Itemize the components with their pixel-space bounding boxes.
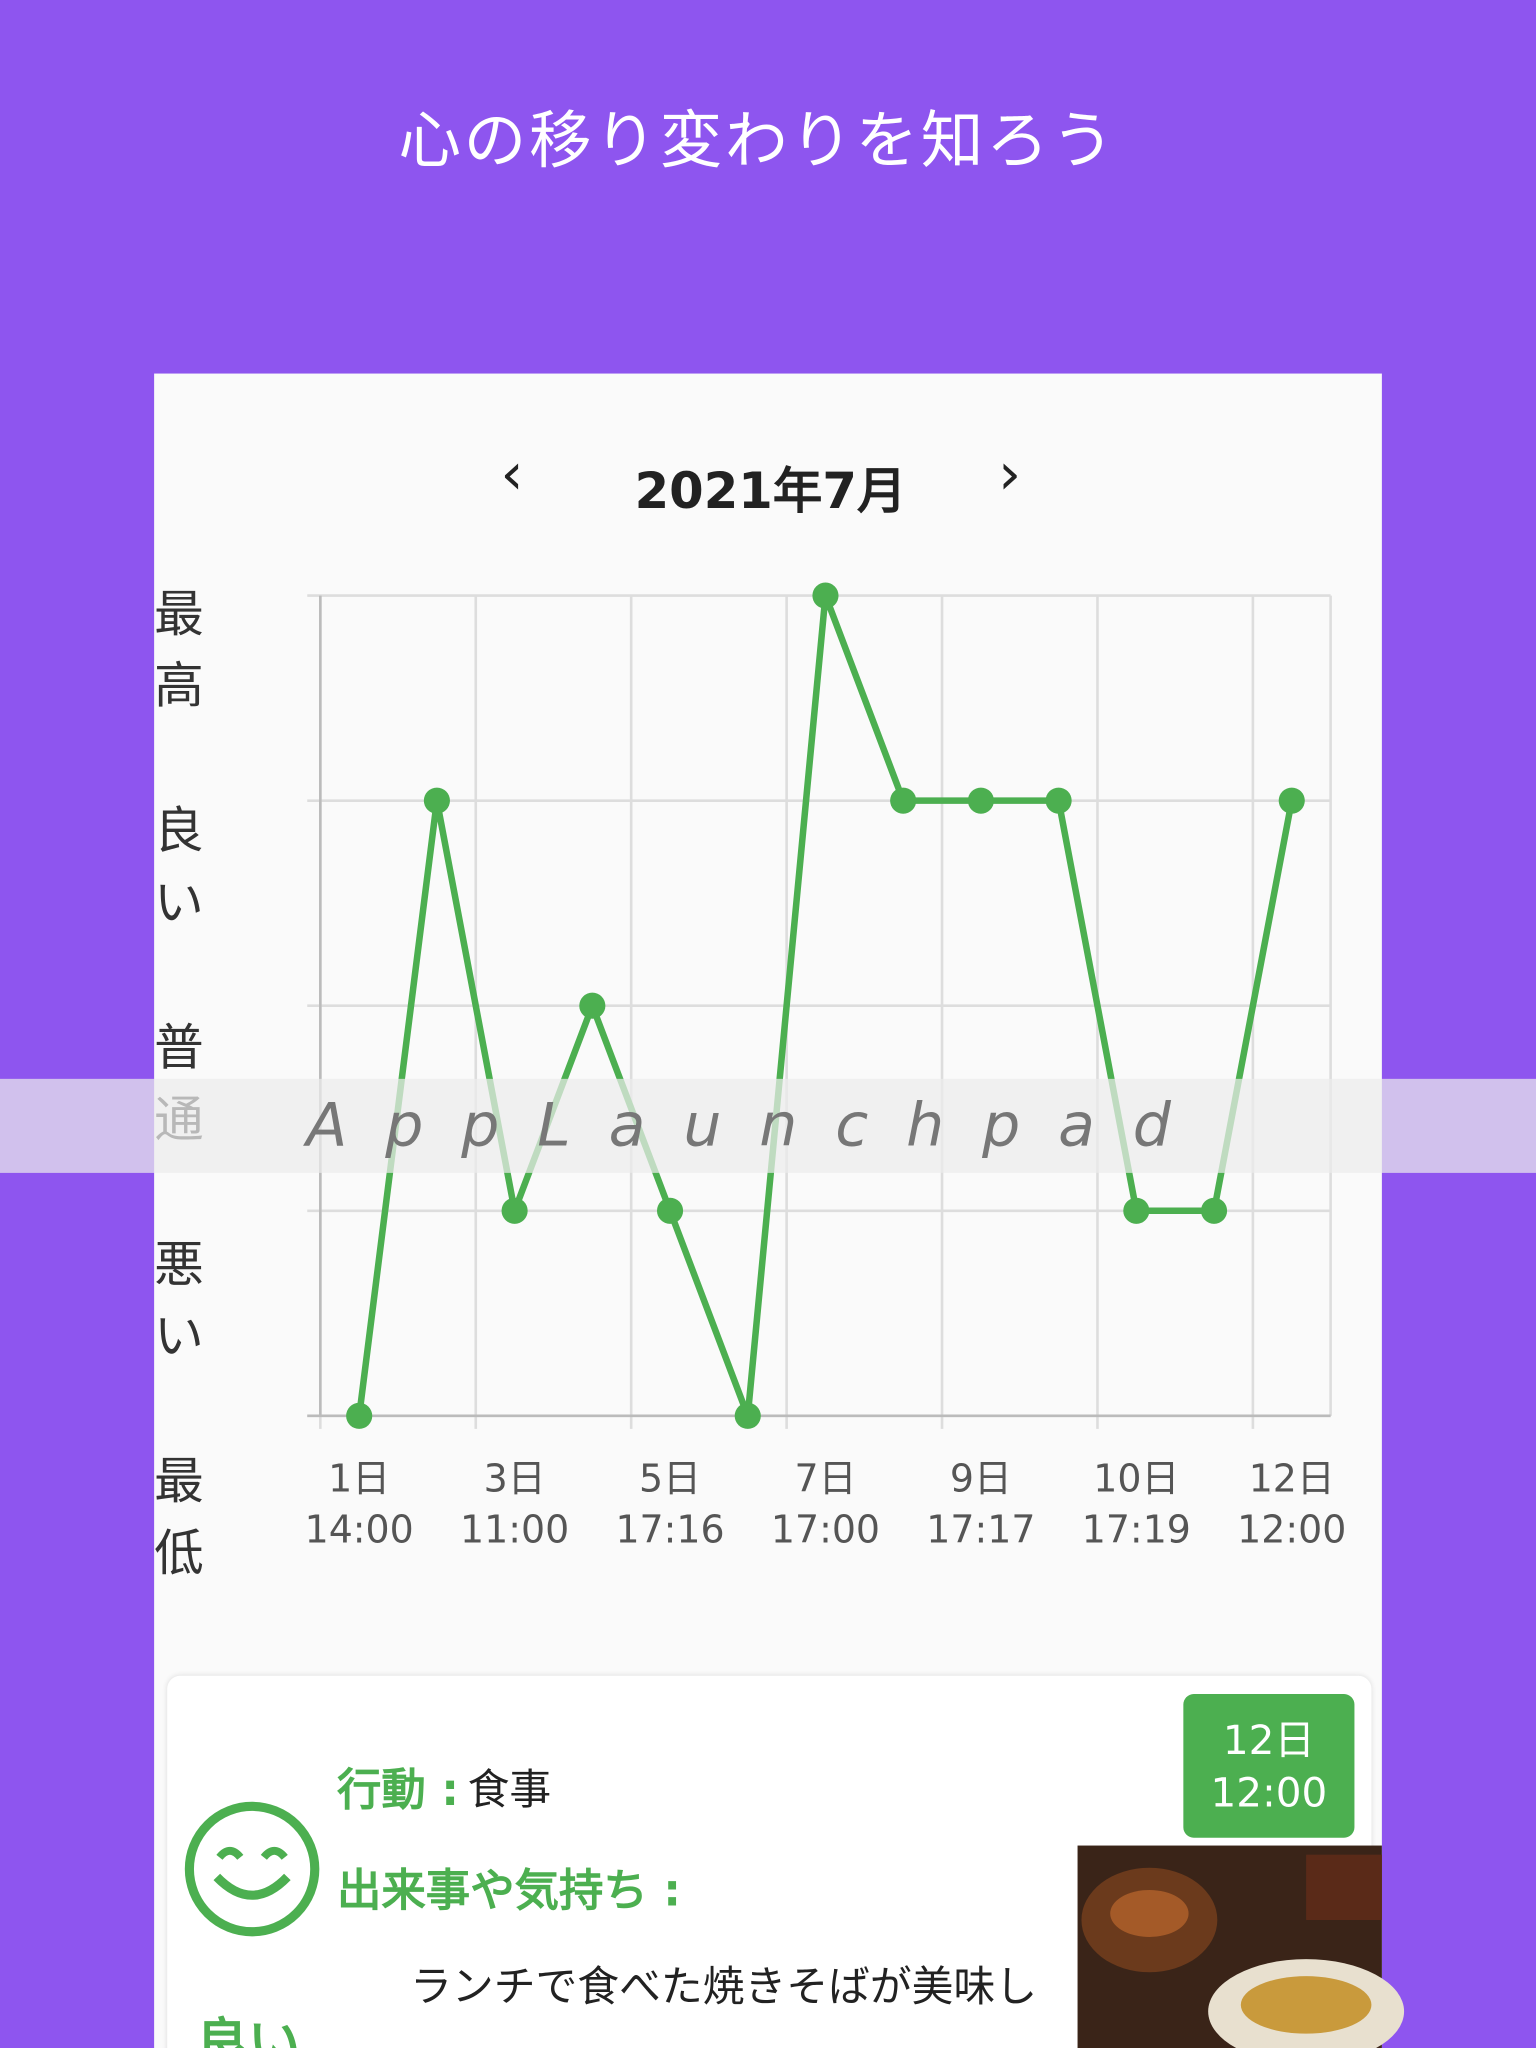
feeling-label: 出来事や気持ち : (336, 1865, 682, 1918)
header-title: 心の移り変わりを知ろう (398, 104, 1117, 178)
point (967, 787, 994, 814)
x-tick-label: 3日 11:00 (460, 1456, 570, 1552)
point (501, 1197, 528, 1224)
food-table (1306, 1854, 1382, 1920)
point (579, 992, 606, 1019)
action-value: 食事 (467, 1764, 552, 1815)
food-meat (1110, 1889, 1189, 1937)
point (812, 582, 839, 609)
point (346, 1402, 373, 1429)
smiley-face (184, 1801, 320, 1937)
smiley-eyes (216, 1846, 288, 1860)
point (1278, 787, 1305, 814)
mood-label: 良い (195, 2014, 301, 2048)
point (1200, 1197, 1228, 1224)
food-noodles (1240, 1976, 1372, 2034)
y-tick-label: 悪い (154, 1235, 217, 1365)
smiley-mouth (213, 1873, 291, 1900)
timestamp-badge: 12日 12:00 (1183, 1694, 1355, 1838)
x-tick-label: 1日 14:00 (304, 1456, 414, 1552)
y-tick-label: 良い (154, 801, 217, 932)
x-tick-label: 12日 12:00 (1237, 1456, 1347, 1552)
x-tick-label: 5日 17:16 (615, 1456, 725, 1552)
point (734, 1402, 761, 1429)
watermark-band (0, 1078, 1536, 1173)
x-tick-label: 7日 17:00 (770, 1456, 881, 1552)
point (423, 787, 450, 814)
action-label: 行動 : (336, 1764, 460, 1817)
point (890, 787, 917, 814)
point (656, 1197, 684, 1224)
x-tick-label: 9日 17:17 (926, 1456, 1036, 1552)
x-tick-label: 10日 17:19 (1081, 1456, 1191, 1552)
note-text: ランチで食べた焼きそばが美味し (410, 1961, 1038, 2012)
point (1045, 787, 1072, 814)
prev-month[interactable]: ‹ (500, 441, 524, 509)
watermark-text: AppLaunchpad (306, 1089, 1209, 1160)
point (1123, 1197, 1150, 1224)
y-tick-label: 最高 (154, 585, 217, 715)
y-tick-label: 最低 (154, 1452, 217, 1582)
month-title: 2021年7月 (634, 462, 907, 520)
next-month[interactable]: › (998, 441, 1022, 509)
